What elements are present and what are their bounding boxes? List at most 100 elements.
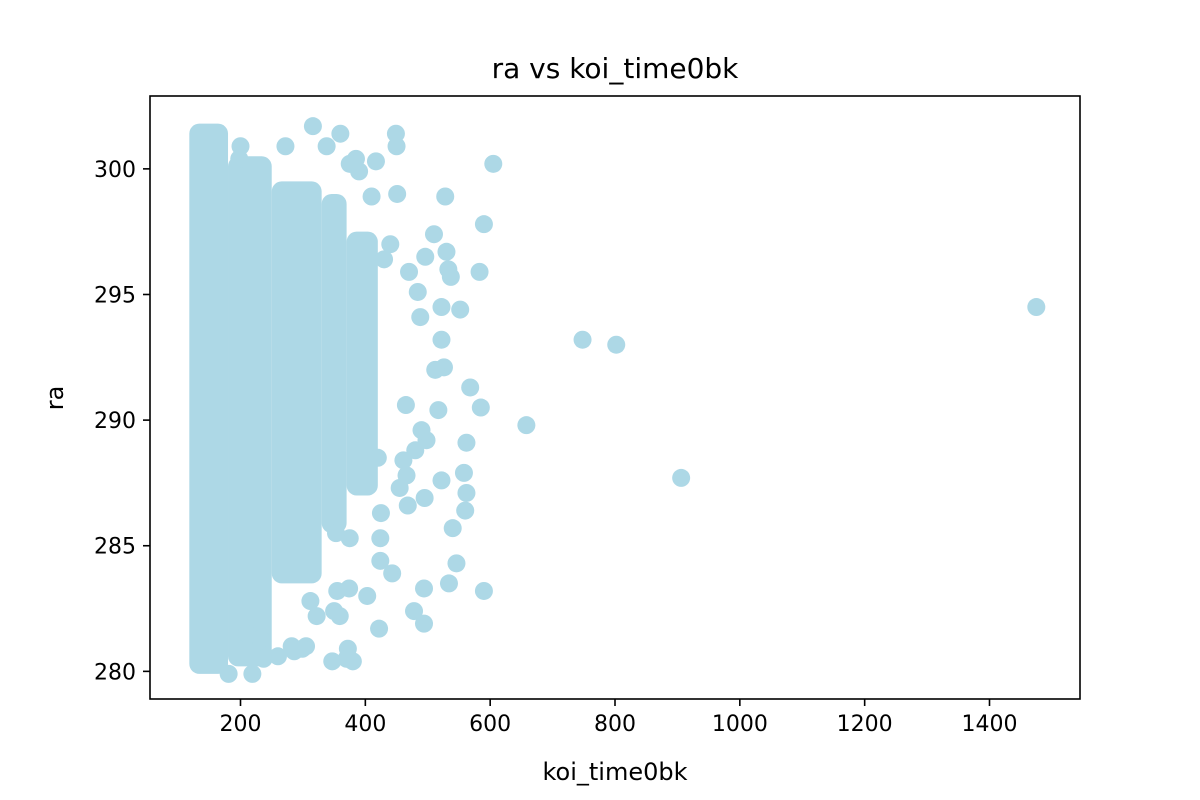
data-point (412, 421, 431, 440)
data-point (405, 602, 424, 621)
data-point (672, 468, 691, 487)
data-point (437, 242, 456, 261)
data-points (219, 117, 1046, 683)
data-point (362, 187, 381, 206)
data-point (394, 451, 413, 470)
x-tick-label: 1200 (837, 712, 893, 737)
data-point (457, 483, 476, 502)
data-point (406, 441, 425, 460)
x-axis: 200 400 600 800 1000 1200 1400 (220, 699, 1017, 737)
data-point (276, 137, 295, 156)
data-point (301, 592, 320, 611)
data-point (237, 624, 256, 643)
x-tick-label: 200 (220, 712, 262, 737)
data-point (484, 154, 503, 173)
x-tick-label: 1400 (961, 712, 1017, 737)
data-point (439, 260, 458, 279)
dense-region (189, 123, 229, 674)
data-point (370, 619, 389, 638)
data-point (432, 471, 451, 490)
data-point (426, 360, 445, 379)
data-point (461, 378, 480, 397)
dense-region (271, 181, 322, 584)
y-axis: 280 285 290 295 300 (94, 158, 150, 685)
data-point (411, 308, 430, 327)
data-point (328, 581, 347, 600)
data-point (340, 154, 359, 173)
data-point (368, 448, 387, 467)
data-point (1027, 298, 1046, 317)
data-point (327, 524, 345, 543)
x-tick-label: 400 (344, 712, 386, 737)
data-point (388, 184, 407, 203)
data-point (429, 401, 448, 420)
data-point (317, 137, 336, 156)
data-point (432, 330, 451, 349)
data-point (390, 478, 409, 497)
data-point (251, 629, 270, 648)
data-point (386, 124, 405, 143)
y-tick-label: 280 (94, 660, 136, 685)
data-point (323, 652, 342, 671)
data-point (396, 396, 415, 415)
x-tick-label: 600 (469, 712, 511, 737)
data-point (607, 335, 626, 354)
data-point (408, 282, 427, 301)
data-point (325, 602, 344, 621)
data-point (457, 433, 476, 452)
y-tick-label: 285 (94, 535, 136, 560)
data-point (243, 664, 262, 683)
data-point (415, 614, 434, 633)
data-point (282, 637, 301, 656)
dense-region (228, 156, 272, 667)
data-point (454, 463, 473, 482)
data-point (471, 398, 490, 417)
dense-region (346, 231, 378, 496)
y-axis-label: ra (41, 386, 69, 411)
data-point (415, 579, 434, 598)
x-tick-label: 800 (594, 712, 636, 737)
y-tick-label: 295 (94, 283, 136, 308)
data-point (447, 554, 466, 573)
data-point (331, 124, 350, 143)
data-point (573, 330, 592, 349)
data-point (432, 298, 451, 317)
data-point (381, 235, 400, 254)
data-point (268, 647, 287, 666)
data-point (337, 649, 356, 668)
x-tick-label: 1000 (712, 712, 768, 737)
data-point (358, 586, 377, 605)
data-point (443, 519, 462, 538)
dense-region (321, 193, 347, 534)
data-point (400, 262, 419, 281)
data-point (517, 416, 536, 435)
data-point (470, 262, 489, 281)
data-point (474, 581, 493, 600)
data-point (371, 551, 390, 570)
data-point (307, 607, 326, 626)
data-point (375, 250, 394, 269)
x-axis-label: koi_time0bk (542, 758, 687, 786)
data-point (371, 504, 390, 523)
y-tick-label: 290 (94, 409, 136, 434)
data-point (383, 564, 402, 583)
data-point (303, 117, 322, 136)
data-point (366, 152, 385, 171)
data-point (398, 496, 417, 515)
data-point (371, 529, 390, 548)
data-point (254, 649, 273, 668)
chart-title: ra vs koi_time0bk (492, 52, 740, 85)
data-point (436, 187, 455, 206)
data-point (340, 529, 359, 548)
data-point (416, 247, 435, 266)
data-point (474, 215, 493, 234)
data-point (219, 664, 238, 683)
dense-point-cloud (189, 123, 378, 674)
data-point (456, 501, 475, 520)
data-point (415, 489, 434, 507)
data-point (424, 225, 443, 244)
data-point (230, 149, 249, 168)
data-point (439, 574, 458, 593)
data-point (451, 300, 470, 319)
